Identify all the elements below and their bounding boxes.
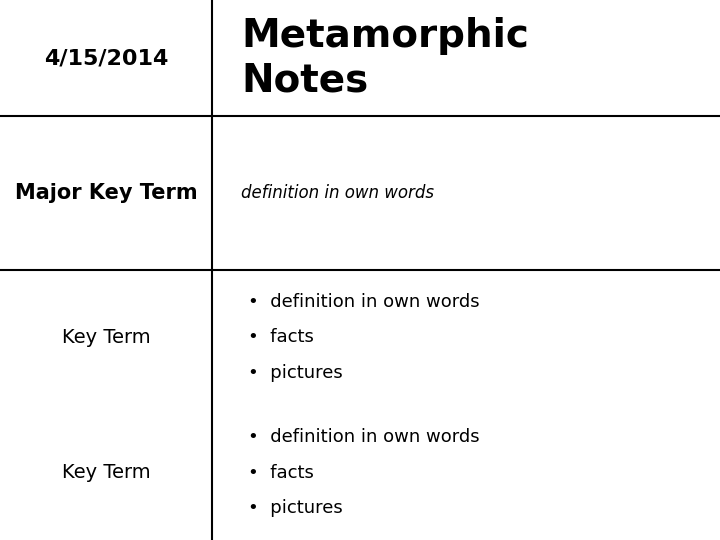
- Text: •  pictures: • pictures: [248, 498, 343, 517]
- Text: Major Key Term: Major Key Term: [15, 183, 197, 203]
- Text: •  facts: • facts: [248, 328, 314, 347]
- Text: •  definition in own words: • definition in own words: [248, 293, 480, 312]
- Text: Key Term: Key Term: [62, 463, 150, 482]
- Text: 4/15/2014: 4/15/2014: [44, 48, 168, 68]
- Text: •  pictures: • pictures: [248, 363, 343, 382]
- Text: definition in own words: definition in own words: [241, 184, 434, 202]
- Text: Metamorphic
Notes: Metamorphic Notes: [241, 17, 529, 99]
- Text: •  definition in own words: • definition in own words: [248, 428, 480, 447]
- Text: Key Term: Key Term: [62, 328, 150, 347]
- Text: •  facts: • facts: [248, 463, 314, 482]
